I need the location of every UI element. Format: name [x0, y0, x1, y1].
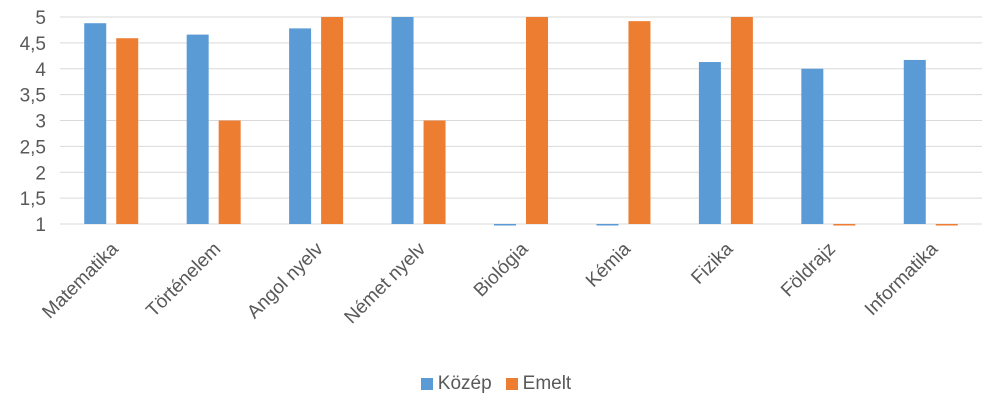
y-tick-label: 4	[35, 60, 46, 81]
x-tick-label: Biológia	[470, 238, 533, 301]
bar-emelt	[116, 38, 139, 224]
x-tick-label: Német nyelv	[341, 238, 431, 328]
x-tick-label: Informatika	[861, 238, 943, 320]
legend-swatch-emelt	[505, 378, 518, 390]
x-tick-label: Történelem	[142, 239, 225, 322]
bar-kozep	[903, 59, 926, 224]
legend-label-emelt: Emelt	[522, 373, 572, 394]
bar-emelt	[628, 21, 651, 224]
y-tick-label: 1	[35, 215, 46, 236]
bar-emelt	[730, 17, 753, 224]
y-tick-label: 3,5	[20, 86, 46, 107]
bar-kozep	[391, 17, 414, 224]
x-tick-label: Kémia	[582, 238, 635, 291]
bar-kozep	[84, 23, 107, 225]
x-tick-label: Angol nyelv	[243, 238, 328, 323]
x-tick-label: Matematika	[38, 238, 123, 323]
x-tick-label: Földrajz	[777, 239, 840, 302]
legend-item-emelt: Emelt	[505, 373, 572, 395]
y-tick-label: 5	[35, 8, 46, 29]
bar-emelt	[526, 17, 548, 224]
legend-swatch-kozep	[420, 378, 433, 390]
bar-emelt	[218, 120, 241, 224]
bar-kozep	[596, 224, 619, 226]
y-tick-label: 3	[35, 112, 46, 133]
bar-kozep	[494, 224, 516, 226]
bar-kozep	[698, 62, 721, 225]
y-tick-label: 2	[35, 163, 46, 184]
chart-plot-area: 1 1,5 2 2,5 3 3,5 4 4,5 5 Matematika Történelem Ang…	[20, 8, 982, 328]
bar-emelt	[833, 224, 856, 226]
bar-kozep	[801, 68, 824, 224]
bar-emelt	[423, 120, 446, 224]
bar-kozep	[186, 34, 209, 224]
legend: Közép Emelt	[0, 372, 992, 396]
bar-kozep	[289, 28, 312, 225]
legend-label-kozep: Közép	[437, 373, 492, 394]
y-tick-label: 2,5	[20, 137, 46, 158]
legend-item-kozep: Közép	[420, 373, 492, 395]
x-tick-label: Fizika	[687, 238, 737, 288]
bar-emelt	[321, 17, 344, 224]
bar-emelt	[935, 224, 958, 226]
y-tick-label: 4,5	[20, 34, 46, 55]
y-tick-label: 1,5	[20, 189, 46, 210]
